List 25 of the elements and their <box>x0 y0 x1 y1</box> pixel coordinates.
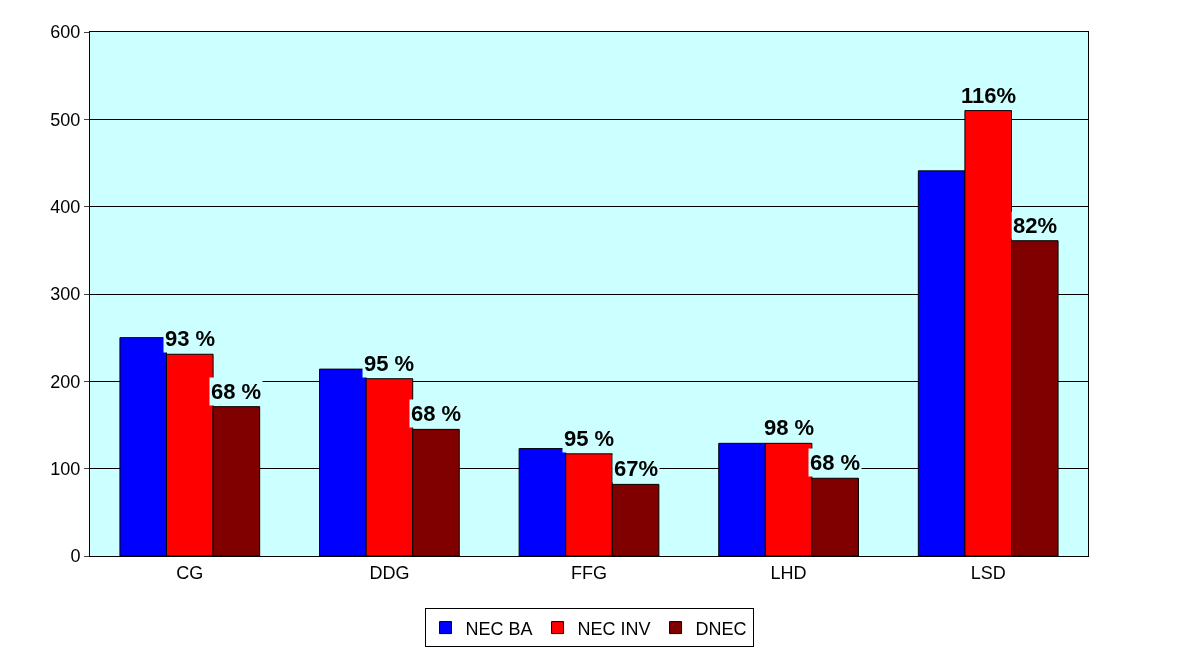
annotation: 98 % <box>764 415 815 440</box>
annotation: 67% <box>614 456 659 481</box>
annotation: 82% <box>1013 213 1058 238</box>
x-tick-label: CG <box>176 562 204 583</box>
legend-label: NEC BA <box>465 618 533 639</box>
annotation: 93 % <box>165 326 216 351</box>
annotation: 95 % <box>564 426 615 451</box>
x-tick-label: DDG <box>369 562 410 583</box>
y-tick-label: 0 <box>70 546 81 567</box>
y-tick-label: 600 <box>50 22 81 43</box>
x-tick-label: LSD <box>970 562 1006 583</box>
y-tick-label: 500 <box>50 109 81 130</box>
legend-label: DNEC <box>695 618 747 639</box>
annotation: 68 % <box>810 450 861 475</box>
y-tick-label: 200 <box>50 371 81 392</box>
annotation: 116% <box>961 83 1017 108</box>
annotation: 95 % <box>364 351 415 376</box>
x-tick-label: FFG <box>571 562 607 583</box>
y-tick-label: 100 <box>50 458 81 479</box>
legend-label: NEC INV <box>577 618 651 639</box>
y-tick-label: 300 <box>50 284 81 305</box>
x-tick-label: LHD <box>770 562 807 583</box>
annotation: 68 % <box>411 401 462 426</box>
y-tick-label: 400 <box>50 196 81 217</box>
annotation: 68 % <box>211 379 262 404</box>
